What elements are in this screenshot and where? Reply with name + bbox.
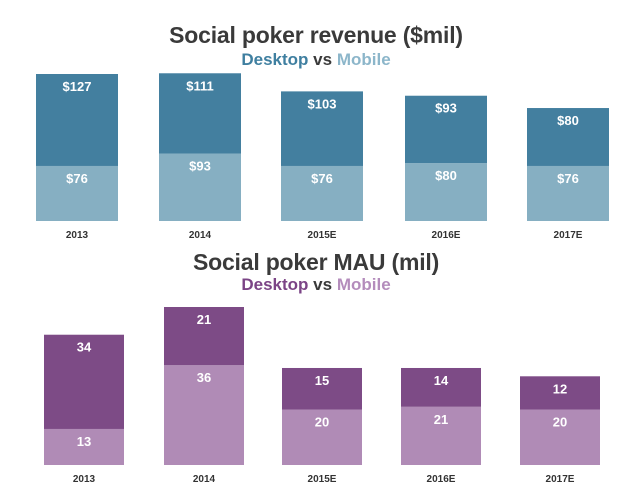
- revenue-bar-desktop-2014-label: $111: [186, 78, 214, 93]
- mau-subtitle-mobile: Mobile: [336, 275, 391, 294]
- revenue-subtitle-desktop: Desktop: [241, 50, 309, 69]
- mau-x-tick-2017e: 2017E: [546, 474, 575, 485]
- revenue-x-tick-2017e: 2017E: [554, 230, 583, 241]
- revenue-bar-desktop-2013: [36, 74, 118, 166]
- revenue-bar-desktop-2015e-label: $103: [308, 96, 337, 111]
- revenue-bar-mobile-2015e: [281, 165, 363, 221]
- mau-bar-desktop-2017e: [520, 376, 600, 410]
- revenue-bar-mobile-2014-label: $93: [189, 159, 211, 174]
- mau-bar-mobile-2017e: [520, 409, 600, 465]
- revenue-subtitle-mobile: Mobile: [336, 50, 391, 69]
- mau-bar-desktop-2013: [44, 334, 124, 429]
- revenue-x-tick-2014: 2014: [189, 230, 212, 241]
- revenue-x-tick-2013: 2013: [66, 230, 89, 241]
- revenue-bar-mobile-2015e-label: $76: [311, 171, 333, 186]
- mau-x-tick-2015e: 2015E: [308, 474, 337, 485]
- revenue-chart-title: Social poker revenue ($mil): [169, 22, 463, 48]
- mau-bar-desktop-2014: [164, 307, 244, 366]
- revenue-bar-mobile-2017e: [527, 165, 609, 221]
- mau-bar-mobile-2013: [44, 428, 124, 465]
- revenue-subtitle-vs: vs: [313, 50, 333, 69]
- revenue-x-tick-2016e: 2016E: [432, 230, 461, 241]
- mau-bar-desktop-2014-label: 21: [197, 312, 211, 327]
- mau-subtitle-desktop: Desktop: [241, 275, 309, 294]
- revenue-bar-mobile-2014: [159, 153, 241, 221]
- mau-bar-desktop-2015e: [282, 367, 362, 410]
- mau-bar-desktop-2013-label: 34: [77, 340, 92, 355]
- mau-bar-desktop-2015e-label: 15: [315, 373, 329, 388]
- mau-chart: 13 34 2013 36 21 2014 20 15 2015E 21 14 2016E 20 12 20…: [44, 307, 600, 485]
- revenue-bar-mobile-2013-label: $76: [66, 171, 88, 186]
- revenue-bar-desktop-2016e: [405, 95, 487, 164]
- mau-bar-mobile-2016e: [401, 406, 481, 465]
- revenue-bar-desktop-2015e: [281, 91, 363, 166]
- mau-bar-desktop-2016e-label: 14: [434, 373, 449, 388]
- mau-bar-mobile-2015e-label: 20: [315, 415, 329, 430]
- revenue-bar-desktop-2013-label: $127: [63, 79, 92, 94]
- revenue-bar-mobile-2016e: [405, 163, 487, 221]
- mau-subtitle-vs: vs: [313, 275, 333, 294]
- mau-x-tick-2013: 2013: [73, 474, 96, 485]
- revenue-bar-desktop-2017e: [527, 108, 609, 166]
- revenue-bar-desktop-2016e-label: $93: [435, 101, 457, 116]
- revenue-chart-subtitle: Desktop vs Mobile: [0, 50, 632, 70]
- mau-bar-desktop-2016e: [401, 367, 481, 407]
- revenue-bar-desktop-2017e-label: $80: [557, 113, 579, 128]
- revenue-x-tick-2015e: 2015E: [308, 230, 337, 241]
- revenue-bar-mobile-2013: [36, 165, 118, 221]
- revenue-bar-desktop-2014: [159, 73, 241, 154]
- mau-bar-mobile-2014: [164, 365, 244, 465]
- mau-bar-mobile-2016e-label: 21: [434, 412, 448, 427]
- mau-chart-title: Social poker MAU (mil): [192, 249, 440, 275]
- mau-x-tick-2016e: 2016E: [427, 474, 456, 485]
- mau-bar-mobile-2017e-label: 20: [553, 415, 567, 430]
- mau-bar-mobile-2015e: [282, 409, 362, 465]
- revenue-chart: $76 $127 2013 $93 $111 2014 $76 $103 2015E $80 $93…: [36, 73, 609, 241]
- mau-chart-subtitle: Desktop vs Mobile: [0, 275, 632, 295]
- mau-bar-mobile-2013-label: 13: [77, 434, 91, 449]
- mau-bar-mobile-2014-label: 36: [197, 370, 211, 385]
- revenue-bar-mobile-2017e-label: $76: [557, 171, 579, 186]
- mau-bar-desktop-2017e-label: 12: [553, 381, 567, 396]
- mau-x-tick-2014: 2014: [193, 474, 216, 485]
- revenue-bar-mobile-2016e-label: $80: [435, 168, 457, 183]
